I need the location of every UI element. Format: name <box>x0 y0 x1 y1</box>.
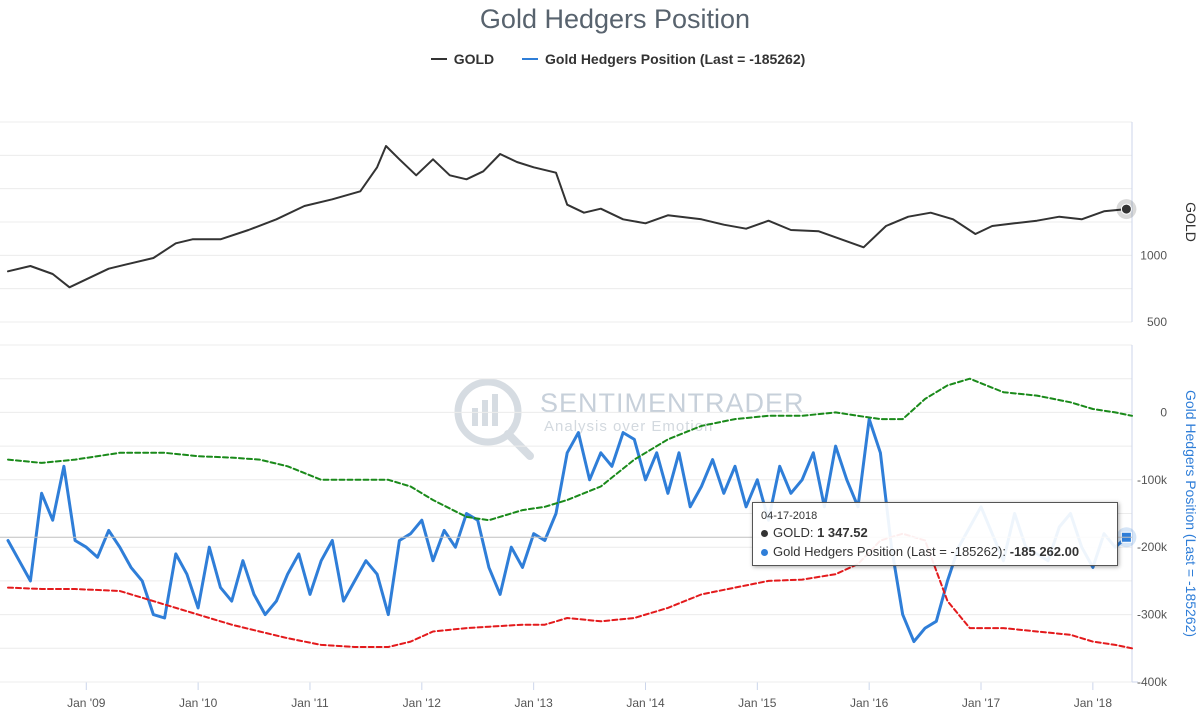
y-tick-label: 0 <box>1160 405 1167 419</box>
tooltip-hedgers-value: -185 262.00 <box>1009 544 1080 559</box>
chart-legend: GOLD Gold Hedgers Position (Last = -1852… <box>0 47 1200 67</box>
x-tick-label: Jan '14 <box>626 696 665 710</box>
legend-label-gold: GOLD <box>453 51 495 67</box>
x-tick-label: Jan '18 <box>1074 696 1113 710</box>
y-tick-label: 500 <box>1147 315 1167 329</box>
tooltip-gold-label: GOLD: <box>773 525 814 540</box>
y-tick-label: -300k <box>1137 608 1168 622</box>
watermark-brand: SENTIMENTRADER <box>540 388 805 418</box>
legend-swatch-hedgers <box>522 58 539 60</box>
legend-item-gold[interactable]: GOLD <box>430 51 495 67</box>
series-line-lower-band[interactable] <box>7 532 1133 650</box>
y-tick-label: 1000 <box>1140 248 1167 262</box>
tooltip-dot-gold <box>761 530 768 538</box>
x-tick-label: Jan '17 <box>962 696 1001 710</box>
x-tick-label: Jan '16 <box>850 696 889 710</box>
y-tick-label: -400k <box>1137 675 1168 689</box>
x-tick-label: Jan '11 <box>291 696 329 710</box>
tooltip-row-gold: GOLD: 1 347.52 <box>761 523 1109 542</box>
series-line-upper-band[interactable] <box>7 377 1133 522</box>
legend-item-hedgers[interactable]: Gold Hedgers Position (Last = -185262) <box>522 51 805 67</box>
x-tick-label: Jan '13 <box>514 696 553 710</box>
tooltip-hedgers-label: Gold Hedgers Position (Last = -185262): <box>773 544 1007 559</box>
x-tick-label: Jan '15 <box>738 696 777 710</box>
tooltip-dot-hedgers <box>761 549 768 557</box>
y-axis-title-hedgers: Gold Hedgers Position (Last = -185262) <box>1183 390 1199 637</box>
chart-tooltip: 04-17-2018 GOLD: 1 347.52 Gold Hedgers P… <box>752 502 1118 566</box>
y-tick-label: -200k <box>1137 540 1168 554</box>
tooltip-date: 04-17-2018 <box>761 510 818 522</box>
x-tick-label: Jan '12 <box>403 696 442 710</box>
y-tick-label: -100k <box>1137 473 1168 487</box>
series-line-gold[interactable] <box>7 145 1128 289</box>
chart-title: Gold Hedgers Position <box>479 4 751 34</box>
x-tick-label: Jan '10 <box>179 696 218 710</box>
tooltip-row-hedgers: Gold Hedgers Position (Last = -185262): … <box>761 542 1109 561</box>
tooltip-gold-value: 1 347.52 <box>817 525 868 540</box>
x-tick-label: Jan '09 <box>67 696 106 710</box>
legend-swatch-gold <box>430 58 447 60</box>
watermark-tagline: Analysis over Emotion <box>544 418 714 435</box>
series-last-point[interactable] <box>1120 203 1132 215</box>
legend-label-hedgers: Gold Hedgers Position (Last = -185262) <box>545 51 806 67</box>
y-axis-title-gold: GOLD <box>1183 202 1199 242</box>
series-line-gold-hedgers-position-last-185262[interactable] <box>6 417 1128 644</box>
